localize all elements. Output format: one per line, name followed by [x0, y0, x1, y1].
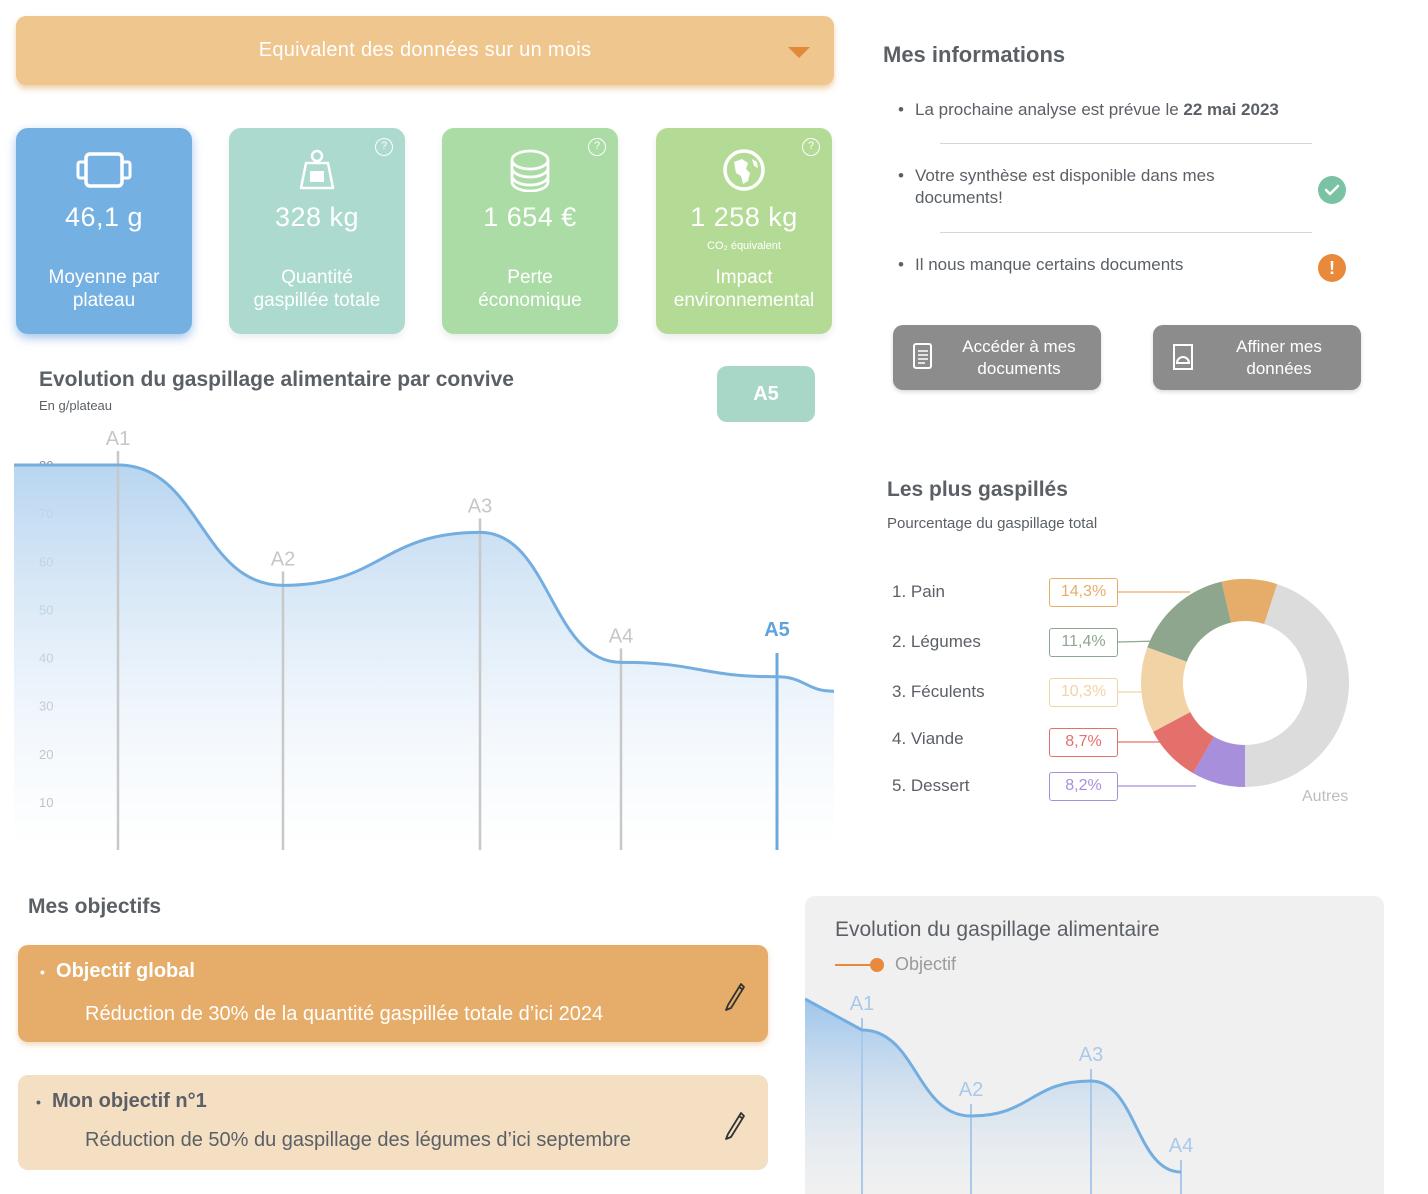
- legend-label: Objectif: [895, 954, 957, 974]
- rank-item: 4. Viande: [892, 729, 964, 748]
- donut-segment: [1147, 581, 1232, 662]
- objective-title: • Mon objectif n°1: [36, 1090, 207, 1112]
- warning-icon: !: [1318, 254, 1346, 282]
- kpi-label: Impact environnemental: [673, 267, 815, 311]
- rank-item: 5. Dessert: [892, 776, 970, 795]
- cloche-icon: [1173, 344, 1193, 370]
- series-line: [805, 997, 1182, 1174]
- globe-icon: [656, 148, 832, 192]
- kpi-card-average: 46,1 g Moyenne par plateau: [16, 128, 192, 334]
- tray-icon: [16, 148, 192, 192]
- category-label: A1: [106, 428, 130, 450]
- panel-title: Evolution du gaspillage alimentaire: [835, 918, 1160, 941]
- kpi-sublabel: CO₂ équivalent: [707, 240, 781, 252]
- donut-segment: [1221, 579, 1278, 625]
- kpi-value: 328 kg: [274, 202, 360, 232]
- kpi-label: Moyenne par plateau: [48, 267, 160, 311]
- category-label: A3: [468, 495, 492, 517]
- weight-icon: [229, 148, 405, 192]
- rank-item: 1. Pain: [892, 582, 945, 601]
- objectives-title: Mes objectifs: [28, 895, 162, 918]
- help-icon[interactable]: ?: [802, 138, 820, 156]
- percent-badge: 8,7%: [1049, 728, 1118, 757]
- evolution-chart-title: Evolution du gaspillage alimentaire par …: [39, 368, 514, 391]
- category-label: A3: [1079, 1044, 1103, 1066]
- legend-marker: [870, 958, 884, 972]
- rank-item: 2. Légumes: [892, 632, 981, 651]
- percent-badge: 14,3%: [1049, 578, 1118, 607]
- percent-badge: 8,2%: [1049, 772, 1118, 801]
- percent-badge: 10,3%: [1049, 678, 1118, 707]
- most-wasted-subtitle: Pourcentage du gaspillage total: [887, 515, 1098, 532]
- document-icon: [913, 343, 932, 369]
- kpi-card-total-waste: ? 328 kg Quantité gaspillée totale: [229, 128, 405, 334]
- donut-segment: [1141, 647, 1191, 732]
- divider: [940, 232, 1312, 233]
- kpi-card-economic-loss: ? 1 654 € Perte économique: [442, 128, 618, 334]
- category-label: A5: [764, 619, 790, 641]
- donut-segment: [1153, 712, 1214, 774]
- donut-chart: [1141, 579, 1349, 787]
- pencil-icon[interactable]: [721, 979, 747, 1011]
- kpi-value: 46,1 g: [64, 202, 144, 232]
- kpi-value: 1 258 kg: [690, 202, 798, 232]
- objective-title: • Objectif global: [40, 960, 195, 982]
- access-documents-button[interactable]: Accéder à mes documents: [893, 325, 1101, 390]
- area-fill: [14, 465, 834, 850]
- kpi-value: 1 654 €: [483, 202, 577, 232]
- rank-item: 3. Féculents: [892, 682, 985, 701]
- next-analysis-date: 22 mai 2023: [1183, 100, 1279, 119]
- mini-evolution-chart: A1 A2 A3 A4: [805, 993, 1193, 1194]
- donut-segment: [1193, 736, 1245, 787]
- category-label: A4: [1169, 1135, 1193, 1157]
- evolution-panel: A1 A2 A3 A4 Evolution du gaspillage aliment…: [805, 896, 1384, 1194]
- divider: [940, 143, 1312, 144]
- period-dropdown-label: Equivalent des données sur un mois: [258, 39, 592, 61]
- legend-line: [835, 964, 871, 966]
- donut-segment-others: [1193, 584, 1349, 787]
- evolution-chart-unit: En g/plateau: [39, 398, 113, 413]
- series-line: [14, 463, 835, 693]
- objective-description: Réduction de 30% de la quantité gaspillé…: [85, 1003, 604, 1025]
- category-label: A2: [271, 548, 295, 570]
- area-fill: [805, 999, 1181, 1194]
- kpi-label: Perte économique: [478, 267, 582, 311]
- kpi-card-environmental-impact: ? 1 258 kg CO₂ équivalent Impact environn…: [656, 128, 832, 334]
- help-icon[interactable]: ?: [588, 138, 606, 156]
- objective-global[interactable]: • Objectif global Réduction de 30% de la…: [18, 945, 768, 1042]
- objective-1[interactable]: • Mon objectif n°1 Réduction de 50% du g…: [18, 1075, 768, 1170]
- refine-data-button[interactable]: Affiner mes données: [1153, 325, 1361, 390]
- info-title: Mes informations: [883, 42, 1066, 67]
- period-dropdown[interactable]: Equivalent des données sur un mois: [16, 16, 834, 85]
- kpi-label: Quantité gaspillée totale: [253, 267, 381, 311]
- objective-description: Réduction de 50% du gaspillage des légum…: [85, 1129, 631, 1151]
- period-a5-button[interactable]: A5: [717, 366, 815, 422]
- pencil-icon[interactable]: [721, 1108, 747, 1140]
- donut-others-label: Autres: [1302, 788, 1349, 805]
- category-label: A2: [959, 1079, 983, 1101]
- check-circle-icon: [1318, 176, 1346, 204]
- help-icon[interactable]: ?: [375, 138, 393, 156]
- most-wasted-title: Les plus gaspillés: [887, 478, 1068, 501]
- percent-badge: 11,4%: [1049, 628, 1118, 657]
- category-label: A1: [850, 993, 874, 1015]
- category-label: A4: [609, 625, 633, 647]
- coins-icon: [442, 148, 618, 192]
- chevron-down-icon[interactable]: [788, 47, 810, 58]
- evolution-chart: 1020304050607080A1A2A3A4A5: [14, 428, 835, 850]
